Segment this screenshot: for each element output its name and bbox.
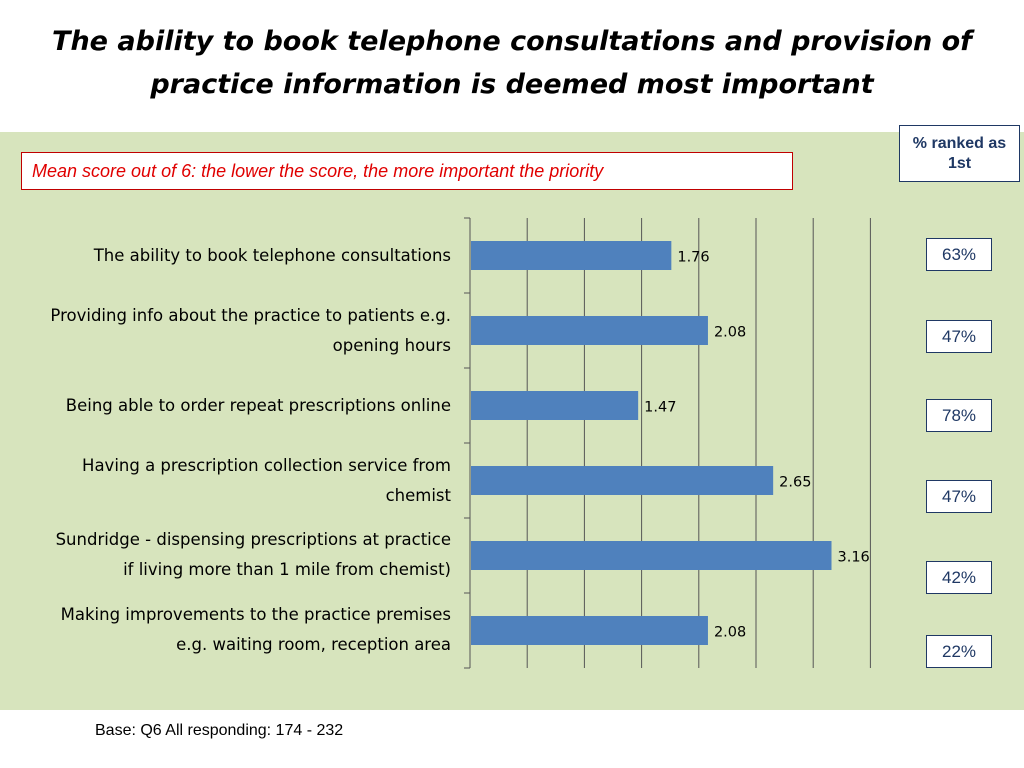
category-label: Being able to order repeat prescriptions… xyxy=(65,396,451,415)
chart-panel xyxy=(0,132,1024,710)
ranked-first-value: 78% xyxy=(926,399,992,432)
ranked-first-value: 42% xyxy=(926,561,992,594)
subtitle-text: Mean score out of 6: the lower the score… xyxy=(32,160,604,181)
bar xyxy=(471,616,708,645)
data-label: 1.76 xyxy=(677,250,709,266)
data-label: 1.47 xyxy=(644,400,676,416)
category-label: Sundridge - dispensing prescriptions at … xyxy=(55,530,451,579)
bar xyxy=(471,241,672,270)
ranked-first-header: % ranked as 1st xyxy=(899,125,1020,182)
category-label: Providing info about the practice to pat… xyxy=(50,306,451,355)
ranked-first-value: 47% xyxy=(926,320,992,353)
ranked-first-value: 47% xyxy=(926,480,992,513)
data-label: 2.08 xyxy=(714,325,746,341)
data-label: 2.08 xyxy=(714,625,746,641)
base-footnote: Base: Q6 All responding: 174 - 232 xyxy=(95,722,344,739)
page-title: The ability to book telephone consultati… xyxy=(52,26,972,100)
data-label: 3.16 xyxy=(838,550,870,566)
chart-subtitle: Mean score out of 6: the lower the score… xyxy=(21,152,793,190)
data-label: 2.65 xyxy=(779,475,811,491)
bar xyxy=(471,316,708,345)
ranked-first-value: 22% xyxy=(926,635,992,668)
bar xyxy=(471,466,774,495)
category-label: The ability to book telephone consultati… xyxy=(93,246,451,265)
ranked-first-value: 63% xyxy=(926,238,992,271)
bar xyxy=(471,541,832,570)
category-label: Having a prescription collection service… xyxy=(82,456,451,505)
category-label: Making improvements to the practice prem… xyxy=(60,605,451,654)
bar xyxy=(471,391,639,420)
